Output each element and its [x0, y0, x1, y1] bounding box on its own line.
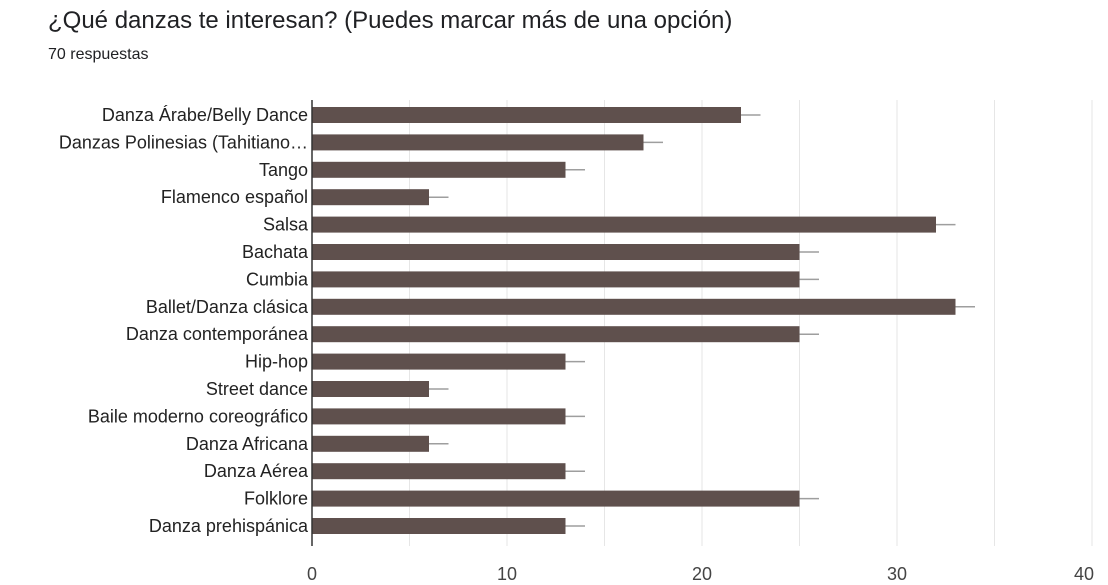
x-tick-label-20: 20	[692, 564, 712, 584]
category-label-12: Danza Africana	[186, 434, 309, 454]
category-label-7: Ballet/Danza clásica	[146, 297, 309, 317]
bar-6[interactable]	[312, 271, 800, 288]
category-label-9: Hip-hop	[245, 352, 308, 372]
bar-2[interactable]	[312, 161, 566, 178]
category-label-13: Danza Aérea	[204, 461, 309, 481]
category-label-0: Danza Árabe/Belly Dance	[102, 105, 308, 125]
bar-4[interactable]	[312, 216, 936, 233]
bar-13[interactable]	[312, 463, 566, 480]
bar-3[interactable]	[312, 189, 429, 206]
category-label-4: Salsa	[263, 215, 309, 235]
bar-0[interactable]	[312, 107, 741, 123]
chart-title: ¿Qué danzas te interesan? (Puedes marcar…	[48, 7, 733, 34]
category-label-6: Cumbia	[246, 269, 309, 289]
bar-11[interactable]	[312, 408, 566, 425]
bar-7[interactable]	[312, 298, 956, 315]
bar-8[interactable]	[312, 326, 800, 343]
bar-12[interactable]	[312, 435, 429, 452]
bar-9[interactable]	[312, 353, 566, 370]
bar-5[interactable]	[312, 244, 800, 260]
category-label-2: Tango	[259, 160, 308, 180]
bar-10[interactable]	[312, 381, 429, 397]
x-tick-label-40: 40	[1074, 564, 1094, 584]
category-label-8: Danza contemporánea	[126, 324, 309, 344]
bar-15[interactable]	[312, 518, 566, 534]
category-label-5: Bachata	[242, 242, 309, 262]
category-label-15: Danza prehispánica	[149, 516, 309, 536]
x-tick-label-30: 30	[887, 564, 907, 584]
x-tick-label-0: 0	[307, 564, 317, 584]
response-count: 70 respuestas	[48, 46, 149, 63]
category-label-11: Baile moderno coreográfico	[88, 406, 308, 426]
bar-1[interactable]	[312, 134, 644, 151]
category-label-14: Folklore	[244, 489, 308, 509]
bar-14[interactable]	[312, 490, 800, 507]
x-tick-label-10: 10	[497, 564, 517, 584]
category-label-3: Flamenco español	[161, 187, 308, 207]
category-label-1: Danzas Polinesias (Tahitiano…	[59, 132, 308, 152]
category-label-10: Street dance	[206, 379, 308, 399]
